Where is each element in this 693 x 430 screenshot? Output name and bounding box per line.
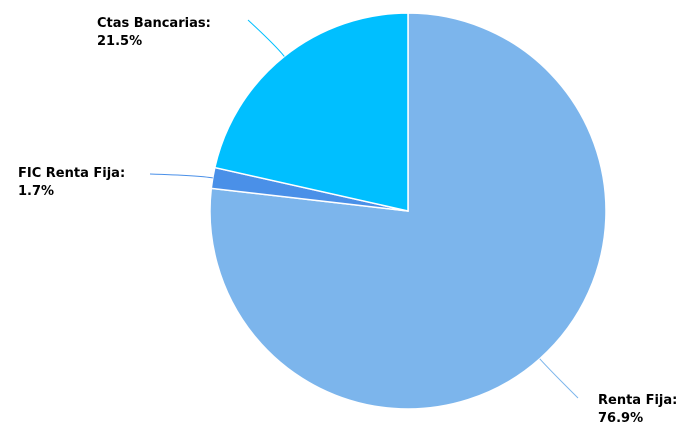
- data-label-value-ctas-bancarias: 21.5%: [97, 34, 142, 49]
- data-label-name-ctas-bancarias: Ctas Bancarias:: [97, 16, 211, 31]
- data-label-name-fic-renta-fija: FIC Renta Fija:: [18, 166, 125, 181]
- data-label-fic-renta-fija: FIC Renta Fija: 1.7%: [18, 166, 125, 199]
- data-label-value-fic-renta-fija: 1.7%: [18, 184, 54, 199]
- data-label-ctas-bancarias: Ctas Bancarias: 21.5%: [97, 16, 211, 49]
- pie-slice-ctas-bancarias[interactable]: [213, 12, 409, 212]
- data-label-renta-fija: Renta Fija: 76.9%: [598, 393, 677, 426]
- connector-fic-renta-fija: [149, 173, 213, 179]
- data-labels: Renta Fija: 76.9% FIC Renta Fija: 1.7% Ctas …: [18, 16, 677, 426]
- data-label-value-renta-fija: 76.9%: [598, 411, 643, 426]
- connector-ctas-bancarias: [247, 19, 285, 57]
- label-connectors: [149, 19, 579, 399]
- connector-renta-fija: [539, 358, 579, 399]
- pie-slices: [209, 12, 607, 410]
- data-label-name-renta-fija: Renta Fija:: [598, 393, 677, 408]
